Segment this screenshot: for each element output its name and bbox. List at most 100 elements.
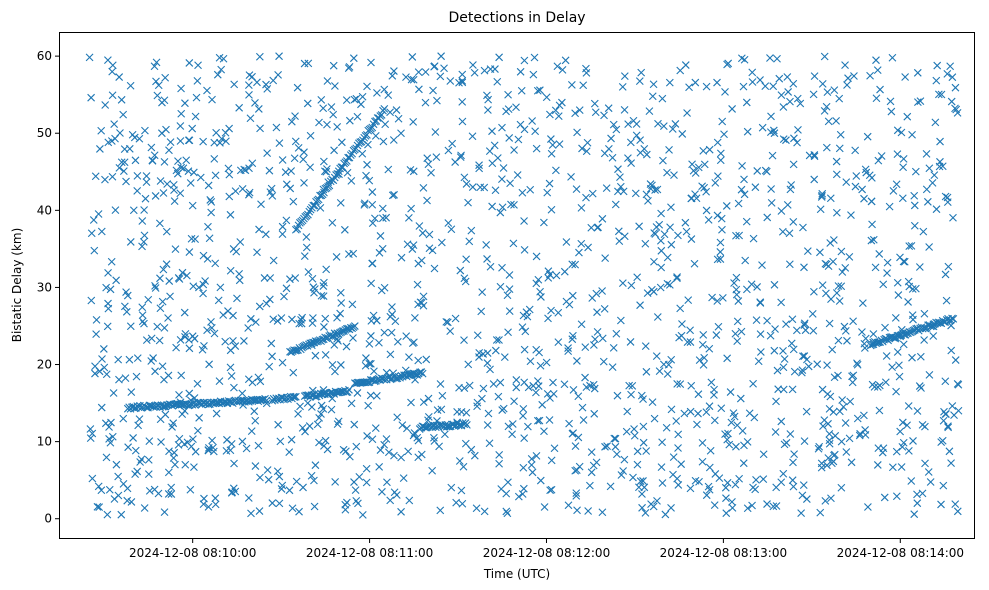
data-point-1146 [842,448,851,456]
data-point-623 [306,131,315,140]
data-point-2096 [444,422,452,431]
data-point-250 [115,375,123,384]
data-point-1715 [333,122,342,131]
data-point-1672 [843,81,851,89]
data-point-382 [717,214,726,223]
data-point-1164 [189,168,198,177]
data-point-1085 [897,128,906,137]
data-point-565 [378,204,387,213]
data-point-941 [676,304,685,313]
data-point-223 [908,285,917,293]
data-point-140 [457,486,466,495]
data-point-994 [205,360,214,369]
data-point-823 [600,304,609,313]
data-point-1505 [606,482,615,491]
data-point-1682 [414,453,423,462]
data-point-661 [192,93,201,102]
data-point-402 [109,389,118,397]
data-point-454 [404,214,413,222]
data-point-1121 [611,200,620,209]
data-point-1530 [164,490,173,498]
data-point-334 [480,507,489,516]
data-point-1051 [320,323,328,331]
data-point-791 [909,437,917,445]
data-point-1209 [915,382,924,390]
data-point-531 [782,438,791,447]
data-point-295 [105,485,114,494]
data-point-896 [331,477,340,486]
data-point-1581 [86,425,95,433]
data-point-602 [810,72,819,81]
data-point-709 [925,371,934,379]
data-point-136 [94,482,103,491]
data-point-481 [814,444,823,453]
data-point-1386 [464,360,473,369]
data-point-1239 [110,120,119,129]
plot-frame [59,32,975,539]
data-point-1099 [851,146,860,155]
data-point-280 [336,288,345,297]
data-point-1440 [275,139,284,148]
data-point-1721 [486,365,494,374]
data-point-1688 [477,307,486,316]
data-point-1692 [485,439,494,448]
data-point-455 [898,194,907,203]
data-point-801 [677,460,686,469]
data-point-869 [235,276,244,285]
data-point-1170 [756,330,765,339]
data-point-559 [702,187,711,196]
data-point-666 [686,484,695,493]
data-point-860 [331,367,339,376]
data-point-1279 [194,61,202,70]
data-point-1497 [653,313,662,321]
data-point-1723 [894,291,903,299]
data-point-850 [618,279,627,288]
data-point-1512 [148,156,157,165]
data-point-805 [323,120,331,129]
data-point-718 [361,361,370,370]
data-point-826 [823,461,831,470]
data-point-1546 [124,443,133,452]
data-point-528 [819,422,827,431]
data-point-1298 [560,380,569,389]
data-point-627 [257,200,265,209]
data-point-1492 [222,447,231,455]
data-point-551 [582,147,591,156]
data-point-1475 [110,495,119,503]
data-point-646 [409,241,418,250]
data-point-1040 [342,342,351,351]
data-point-964 [199,289,207,298]
data-point-1054 [386,350,395,359]
data-point-873 [388,71,397,80]
data-point-332 [423,154,432,163]
data-point-848 [390,488,399,497]
data-point-1309 [520,56,529,65]
data-point-2020 [377,111,386,119]
data-point-403 [171,460,179,469]
data-point-1871 [290,393,299,401]
data-point-1555 [711,178,720,187]
data-point-735 [484,409,493,418]
data-point-763 [319,104,328,113]
data-point-350 [126,238,135,246]
data-point-769 [226,266,235,275]
data-point-832 [178,410,187,419]
data-point-120 [552,166,560,175]
data-point-1370 [185,335,193,344]
data-point-129 [362,354,370,362]
data-point-1687 [732,285,741,294]
data-point-2128 [889,333,898,342]
data-point-990 [686,338,695,346]
data-point-1038 [863,132,872,141]
data-point-73 [951,500,960,508]
data-point-131 [100,363,109,372]
data-point-288 [822,143,831,152]
y-tick-label-0: 0 [44,512,52,526]
data-point-1495 [95,367,104,376]
data-point-511 [924,468,933,476]
data-point-1474 [843,336,851,345]
data-point-1496 [526,185,535,194]
data-point-408 [655,367,664,375]
data-point-1776 [158,402,167,411]
data-point-593 [568,260,577,269]
